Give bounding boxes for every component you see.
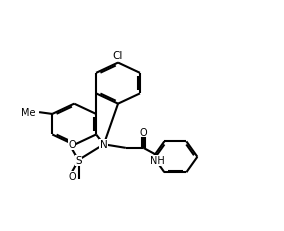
Text: N: N xyxy=(100,140,108,150)
Text: O: O xyxy=(68,172,76,182)
Text: NH: NH xyxy=(150,156,165,166)
Text: O: O xyxy=(68,140,76,150)
Text: O: O xyxy=(140,127,147,137)
Text: S: S xyxy=(75,156,82,166)
Text: Cl: Cl xyxy=(113,51,123,61)
Text: Me: Me xyxy=(21,108,36,118)
